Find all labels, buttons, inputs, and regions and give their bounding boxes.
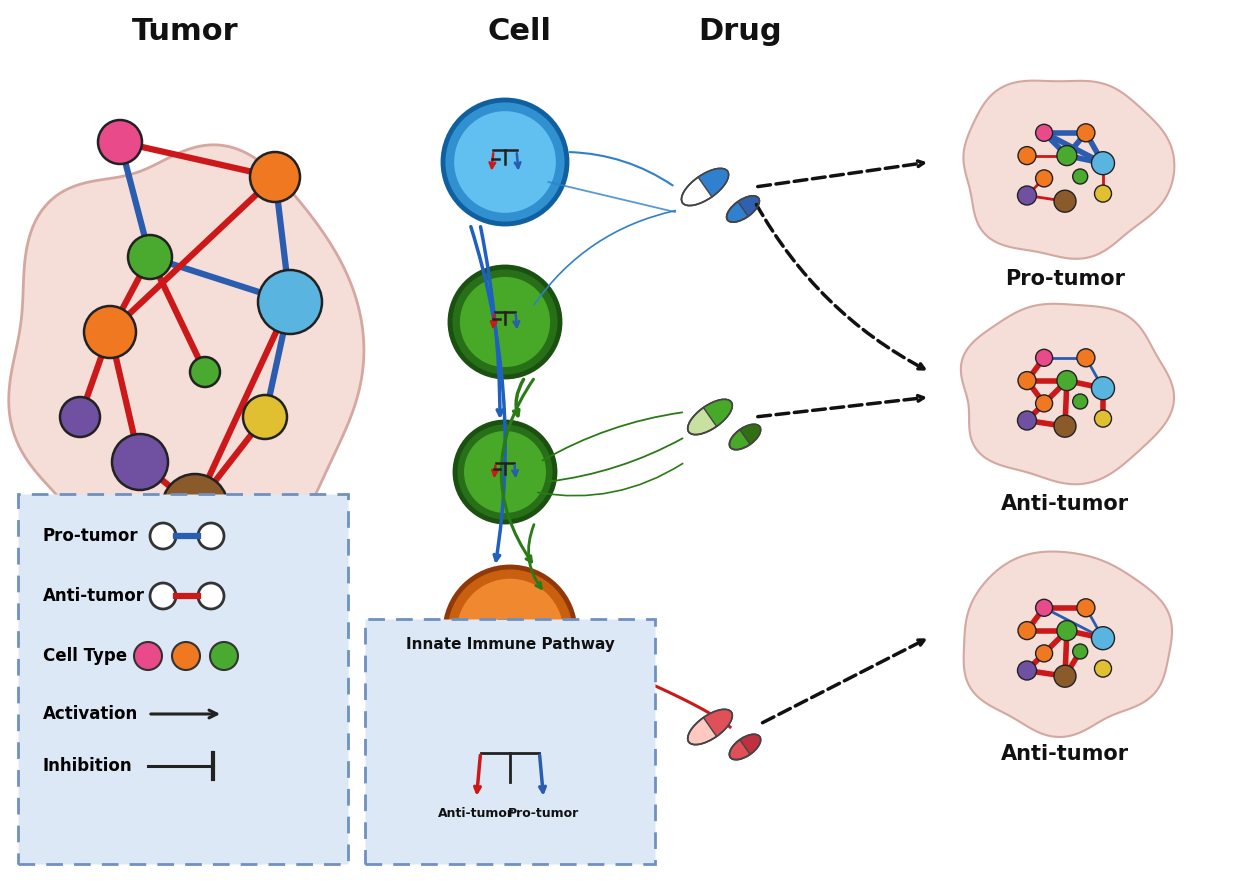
- Text: Activation: Activation: [43, 705, 138, 723]
- Circle shape: [1091, 152, 1114, 175]
- Polygon shape: [961, 303, 1174, 484]
- Circle shape: [128, 235, 172, 279]
- Text: Pro-tumor: Pro-tumor: [43, 527, 138, 545]
- Polygon shape: [963, 80, 1174, 258]
- Text: Inhibition: Inhibition: [43, 757, 133, 775]
- Polygon shape: [9, 145, 364, 580]
- Circle shape: [1036, 599, 1053, 617]
- Circle shape: [257, 270, 322, 334]
- Circle shape: [98, 120, 142, 164]
- Circle shape: [210, 642, 237, 670]
- Circle shape: [1094, 410, 1112, 427]
- Circle shape: [190, 357, 220, 387]
- Circle shape: [1076, 123, 1095, 142]
- Circle shape: [1017, 661, 1036, 680]
- Circle shape: [198, 583, 224, 609]
- Circle shape: [1073, 644, 1088, 659]
- Circle shape: [1036, 395, 1053, 412]
- Circle shape: [443, 100, 566, 224]
- Circle shape: [112, 434, 168, 490]
- Circle shape: [1056, 146, 1076, 166]
- Circle shape: [460, 277, 550, 367]
- Circle shape: [1017, 186, 1036, 205]
- Circle shape: [134, 642, 162, 670]
- Polygon shape: [740, 735, 761, 754]
- Circle shape: [1019, 371, 1036, 390]
- Ellipse shape: [730, 424, 761, 450]
- Circle shape: [1091, 627, 1114, 650]
- Text: Cell Type: Cell Type: [43, 647, 127, 665]
- Text: Anti-tumor: Anti-tumor: [1001, 494, 1129, 514]
- Circle shape: [1056, 621, 1076, 640]
- Circle shape: [1036, 124, 1053, 141]
- Circle shape: [198, 523, 224, 549]
- Ellipse shape: [727, 196, 760, 222]
- Circle shape: [1091, 377, 1114, 400]
- Circle shape: [1076, 599, 1095, 617]
- Circle shape: [450, 267, 560, 377]
- Circle shape: [1019, 146, 1036, 165]
- Polygon shape: [740, 424, 761, 445]
- Ellipse shape: [688, 400, 732, 435]
- Polygon shape: [703, 709, 732, 736]
- Ellipse shape: [730, 735, 761, 759]
- Circle shape: [250, 152, 300, 202]
- Circle shape: [1054, 415, 1076, 437]
- Circle shape: [1056, 370, 1076, 391]
- Ellipse shape: [682, 168, 728, 206]
- Circle shape: [1073, 169, 1088, 184]
- Text: Pro-tumor: Pro-tumor: [1005, 269, 1125, 289]
- FancyBboxPatch shape: [18, 494, 348, 864]
- Circle shape: [455, 422, 555, 522]
- Text: Anti-tumor: Anti-tumor: [43, 587, 144, 605]
- Text: Drug: Drug: [698, 17, 781, 46]
- Text: Anti-tumor: Anti-tumor: [438, 807, 515, 820]
- Polygon shape: [698, 168, 728, 197]
- Text: Anti-tumor: Anti-tumor: [1001, 744, 1129, 764]
- Circle shape: [1054, 665, 1076, 687]
- Circle shape: [84, 306, 136, 358]
- Circle shape: [457, 579, 563, 685]
- Circle shape: [1036, 170, 1053, 187]
- Ellipse shape: [688, 709, 732, 744]
- Text: Tumor: Tumor: [132, 17, 239, 46]
- Circle shape: [463, 431, 546, 513]
- Circle shape: [455, 111, 556, 213]
- Circle shape: [242, 395, 288, 439]
- Text: Innate Immune Pathway: Innate Immune Pathway: [406, 637, 614, 652]
- Circle shape: [1017, 411, 1036, 430]
- Circle shape: [1094, 185, 1112, 202]
- Circle shape: [1036, 645, 1053, 662]
- Circle shape: [172, 642, 200, 670]
- Circle shape: [162, 474, 229, 540]
- Text: Pro-tumor: Pro-tumor: [507, 807, 579, 820]
- Circle shape: [1076, 348, 1095, 367]
- Circle shape: [60, 397, 100, 437]
- Circle shape: [1019, 622, 1036, 639]
- Circle shape: [1054, 191, 1076, 213]
- Polygon shape: [703, 400, 732, 426]
- Text: Cell: Cell: [489, 17, 551, 46]
- Circle shape: [1036, 349, 1053, 366]
- FancyBboxPatch shape: [365, 619, 654, 864]
- Circle shape: [445, 567, 575, 697]
- Circle shape: [149, 583, 176, 609]
- Circle shape: [149, 523, 176, 549]
- Polygon shape: [737, 196, 760, 216]
- Polygon shape: [963, 551, 1172, 737]
- Circle shape: [1073, 394, 1088, 409]
- Circle shape: [1094, 660, 1112, 677]
